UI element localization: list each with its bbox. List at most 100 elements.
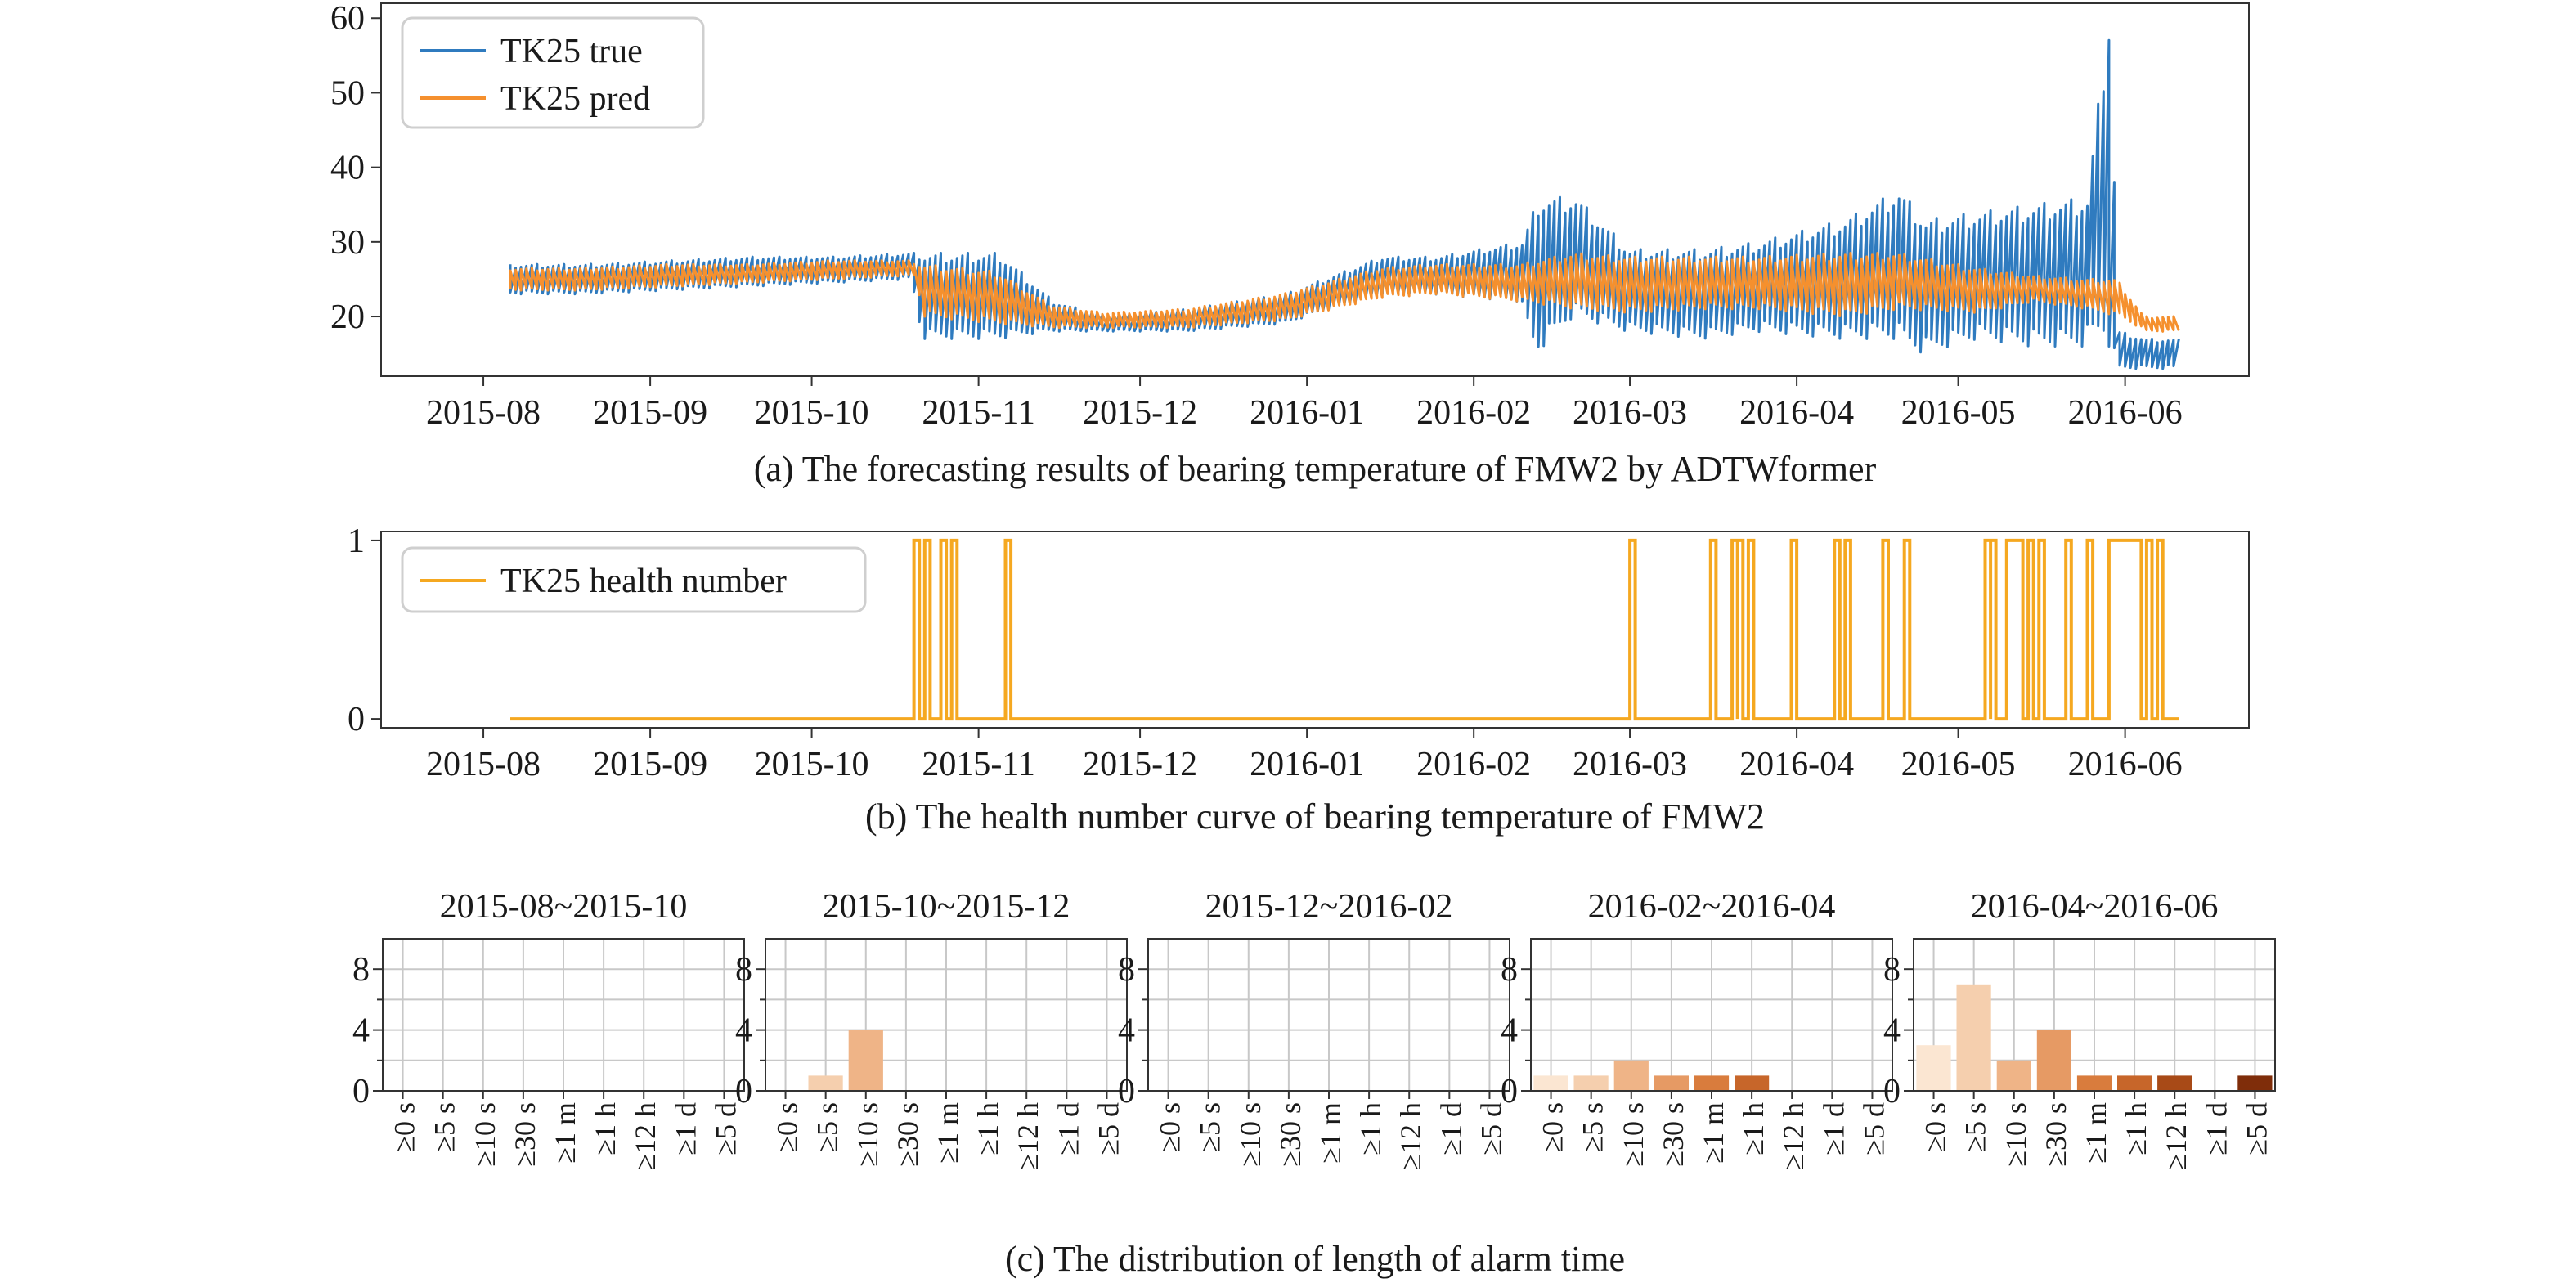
bar xyxy=(2157,1075,2192,1091)
x-tick-label: ≥5 d xyxy=(1092,1102,1124,1155)
x-tick-label: ≥1 m xyxy=(1697,1102,1730,1164)
bar xyxy=(2076,1075,2112,1091)
x-tick-label: ≥1 h xyxy=(2120,1102,2152,1155)
x-tick-label: ≥10 s xyxy=(851,1102,884,1167)
y-tick-label: 1 xyxy=(348,523,365,560)
x-tick-label: ≥1 m xyxy=(1314,1102,1347,1164)
x-tick-label: 2016-02 xyxy=(1416,394,1531,432)
x-tick-label: ≥30 s xyxy=(1657,1102,1690,1167)
x-tick-label: ≥5 d xyxy=(1857,1102,1890,1155)
x-tick-label: ≥30 s xyxy=(1274,1102,1307,1167)
x-tick-label: ≥1 h xyxy=(589,1102,622,1155)
panel-c-caption: (c) The distribution of length of alarm … xyxy=(1005,1239,1625,1279)
bar xyxy=(1654,1075,1689,1091)
x-tick-label: 2016-03 xyxy=(1573,394,1687,432)
x-tick-label: 2015-12 xyxy=(1083,394,1197,432)
y-tick-label: 8 xyxy=(735,951,752,989)
x-tick-label: 2016-02 xyxy=(1416,746,1531,783)
x-tick-label: ≥1 h xyxy=(972,1102,1004,1155)
x-tick-label: ≥12 h xyxy=(1777,1102,1810,1170)
x-tick-label: ≥1 d xyxy=(1434,1102,1467,1155)
legend-label-true: TK25 true xyxy=(500,33,643,70)
panel-b-health: 0 1 2015-08 2015-09 2015-10 2015-11 2015-12 20… xyxy=(348,523,2250,837)
legend-box xyxy=(401,546,867,613)
x-tick-label: ≥12 h xyxy=(2160,1102,2192,1170)
x-tick-label: ≥1 d xyxy=(669,1102,702,1155)
x-tick-label: ≥30 s xyxy=(891,1102,924,1167)
y-tick-label: 0 xyxy=(352,1073,370,1110)
panel-b-legend: TK25 health number xyxy=(401,546,867,613)
x-tick-label: 2016-01 xyxy=(1250,746,1364,783)
x-tick-label: ≥12 h xyxy=(1012,1102,1044,1170)
bar-panel-title: 2015-12~2016-02 xyxy=(1205,888,1453,926)
x-tick-label: ≥10 s xyxy=(469,1102,501,1167)
x-tick-label: 2016-03 xyxy=(1573,746,1687,783)
x-tick-label: 2015-11 xyxy=(922,746,1034,783)
y-tick-label: 4 xyxy=(1883,1012,1901,1050)
x-tick-label: 2015-10 xyxy=(755,394,869,432)
panel-a-frame xyxy=(380,2,2250,377)
bar xyxy=(1533,1075,1568,1091)
y-tick-label: 4 xyxy=(1118,1012,1135,1050)
x-tick-label: ≥10 s xyxy=(1617,1102,1649,1167)
x-tick-label: 2015-08 xyxy=(426,394,541,432)
y-tick-label: 8 xyxy=(1883,951,1901,989)
legend-box xyxy=(401,16,705,129)
x-tick-label: ≥5 d xyxy=(709,1102,742,1155)
x-tick-label: ≥0 s xyxy=(1154,1102,1187,1152)
series-line-tk25-true xyxy=(509,38,2180,370)
y-tick-label: 60 xyxy=(330,0,365,38)
y-tick-label: 0 xyxy=(348,701,365,738)
x-tick-label: 2015-12 xyxy=(1083,746,1197,783)
x-tick-label: ≥1 h xyxy=(1737,1102,1770,1155)
x-tick-label: ≥5 s xyxy=(429,1102,461,1152)
x-tick-label: ≥0 s xyxy=(1919,1102,1952,1152)
x-tick-label: ≥30 s xyxy=(509,1102,541,1167)
bar-panel-4: 0 4 8 2016-02~2016-04 ≥0 s ≥5 s ≥10 s ≥30 s ≥1 m… xyxy=(1501,888,1893,1170)
y-tick-label: 0 xyxy=(735,1073,752,1110)
x-tick-label: 2015-08 xyxy=(426,746,541,783)
x-tick-label: ≥0 s xyxy=(388,1102,421,1152)
bar-panel-title: 2016-02~2016-04 xyxy=(1588,888,1836,926)
bar xyxy=(1996,1060,2031,1091)
x-tick-label: ≥5 s xyxy=(811,1102,844,1152)
bar xyxy=(1916,1045,1951,1091)
bar xyxy=(2237,1075,2273,1091)
bar-panel-title: 2015-10~2015-12 xyxy=(823,888,1070,926)
y-tick-label: 30 xyxy=(330,224,365,262)
x-tick-label: ≥30 s xyxy=(2040,1102,2072,1167)
x-tick-label: ≥5 s xyxy=(1577,1102,1609,1152)
x-tick-label: ≥12 h xyxy=(1394,1102,1427,1170)
y-tick-label: 40 xyxy=(330,150,365,187)
x-tick-label: ≥1 h xyxy=(1354,1102,1387,1155)
x-tick-label: 2016-04 xyxy=(1739,394,1854,432)
y-tick-label: 4 xyxy=(352,1012,370,1050)
bar xyxy=(848,1030,883,1091)
x-tick-label: 2016-05 xyxy=(1901,746,2016,783)
panel-a-forecast: 20 30 40 50 60 2015-08 2015-09 2015-10 2015-11 2… xyxy=(330,0,2250,489)
bar xyxy=(2117,1075,2152,1091)
x-tick-label: ≥1 m xyxy=(931,1102,964,1164)
x-tick-label: 2016-06 xyxy=(2068,746,2183,783)
y-tick-label: 0 xyxy=(1118,1073,1135,1110)
x-tick-label: ≥10 s xyxy=(1234,1102,1267,1167)
x-tick-label: 2015-09 xyxy=(593,746,707,783)
panel-a-legend: TK25 true TK25 pred xyxy=(401,16,705,129)
y-tick-label: 8 xyxy=(1501,951,1518,989)
x-tick-label: ≥12 h xyxy=(629,1102,662,1170)
x-tick-label: ≥1 d xyxy=(1817,1102,1850,1155)
legend-label-pred: TK25 pred xyxy=(500,80,650,118)
x-tick-label: ≥1 d xyxy=(2200,1102,2233,1155)
bar xyxy=(1613,1060,1649,1091)
x-tick-label: 2016-06 xyxy=(2068,394,2183,432)
y-tick-label: 50 xyxy=(330,74,365,112)
legend-label-health: TK25 health number xyxy=(500,563,787,600)
bar-panel-title: 2016-04~2016-06 xyxy=(1971,888,2219,926)
bar-panel-3: 0 4 8 2015-12~2016-02 ≥0 s ≥5 s ≥10 s ≥30 s ≥1 m… xyxy=(1118,888,1510,1170)
panel-a-caption: (a) The forecasting results of bearing t… xyxy=(754,449,1877,489)
bar xyxy=(1573,1075,1609,1091)
y-tick-label: 8 xyxy=(1118,951,1135,989)
y-tick-label: 0 xyxy=(1883,1073,1901,1110)
